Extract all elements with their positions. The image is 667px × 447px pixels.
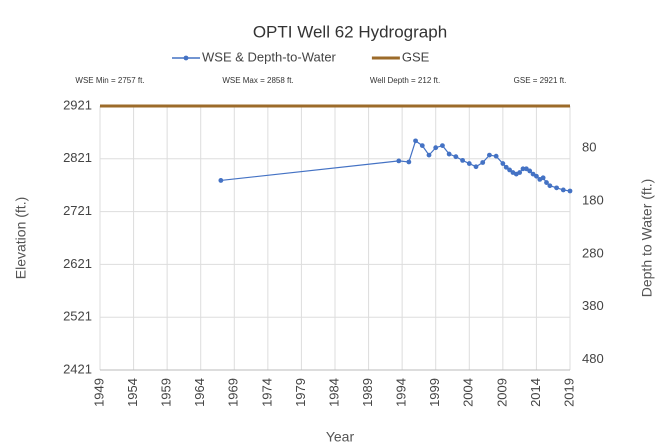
data-point [507, 167, 512, 173]
data-point [544, 180, 549, 185]
x-tick-label: 1989 [360, 378, 375, 407]
y2-tick-label: 380 [582, 298, 604, 313]
data-point [426, 152, 432, 158]
data-point [406, 159, 412, 165]
x-tick-label: 1969 [226, 378, 241, 407]
x-tick-label: 1999 [427, 378, 442, 407]
data-point [520, 166, 526, 172]
y-tick-label: 2921 [63, 97, 92, 112]
data-point [554, 185, 559, 191]
chart-title: OPTI Well 62 Hydrograph [253, 22, 447, 41]
data-point [567, 188, 573, 194]
y-tick-label: 2621 [63, 256, 92, 271]
x-tick-label: 2004 [461, 378, 476, 407]
data-point [453, 154, 459, 160]
y2-tick-label: 180 [582, 192, 604, 207]
data-point [440, 143, 445, 149]
legend-swatch [183, 55, 189, 61]
x-tick-label: 1974 [259, 378, 274, 407]
data-point [460, 157, 465, 163]
x-axis-title: Year [326, 429, 355, 445]
y-tick-label: 2421 [63, 361, 92, 376]
data-point [466, 161, 472, 166]
x-tick-label: 1964 [192, 378, 207, 407]
y-tick-label: 2721 [63, 203, 92, 218]
data-point [473, 164, 479, 170]
x-tick-label: 1949 [91, 378, 106, 407]
data-point [487, 152, 492, 158]
y2-tick-label: 80 [582, 140, 596, 155]
data-point [396, 158, 402, 164]
x-tick-label: 1979 [293, 378, 308, 407]
annotation: WSE Max = 2858 ft. [222, 76, 293, 85]
legend-label: WSE & Depth-to-Water [202, 49, 337, 64]
y-axis-title: Elevation (ft.) [13, 197, 29, 279]
data-point [560, 187, 566, 193]
annotation: WSE Min = 2757 ft. [75, 76, 144, 85]
data-point [517, 170, 523, 175]
data-point [480, 160, 486, 165]
data-point [540, 175, 546, 181]
y2-axis-title: Depth to Water (ft.) [639, 179, 655, 298]
data-point [433, 145, 439, 151]
data-point [419, 143, 425, 149]
series-line [220, 139, 571, 192]
annotation: Well Depth = 212 ft. [370, 76, 440, 85]
x-tick-label: 2019 [561, 378, 576, 407]
y-tick-label: 2521 [63, 309, 92, 324]
annotation: GSE = 2921 ft. [514, 76, 567, 85]
data-point [503, 164, 509, 170]
x-tick-label: 1959 [159, 378, 174, 407]
data-point [534, 173, 539, 179]
data-point [493, 153, 499, 159]
legend-label: GSE [402, 49, 430, 64]
y2-tick-label: 480 [582, 351, 604, 366]
x-tick-label: 1984 [326, 378, 341, 407]
data-point [527, 168, 533, 174]
y-tick-label: 2821 [63, 150, 92, 165]
x-tick-label: 2009 [494, 378, 509, 407]
data-point [500, 161, 506, 166]
data-point [446, 151, 452, 157]
data-point [413, 138, 418, 144]
data-point [218, 178, 224, 183]
x-tick-label: 1954 [125, 378, 140, 407]
data-point [547, 183, 553, 189]
x-tick-label: 2014 [528, 378, 543, 407]
x-tick-label: 1994 [394, 378, 409, 407]
y2-tick-label: 280 [582, 245, 604, 260]
